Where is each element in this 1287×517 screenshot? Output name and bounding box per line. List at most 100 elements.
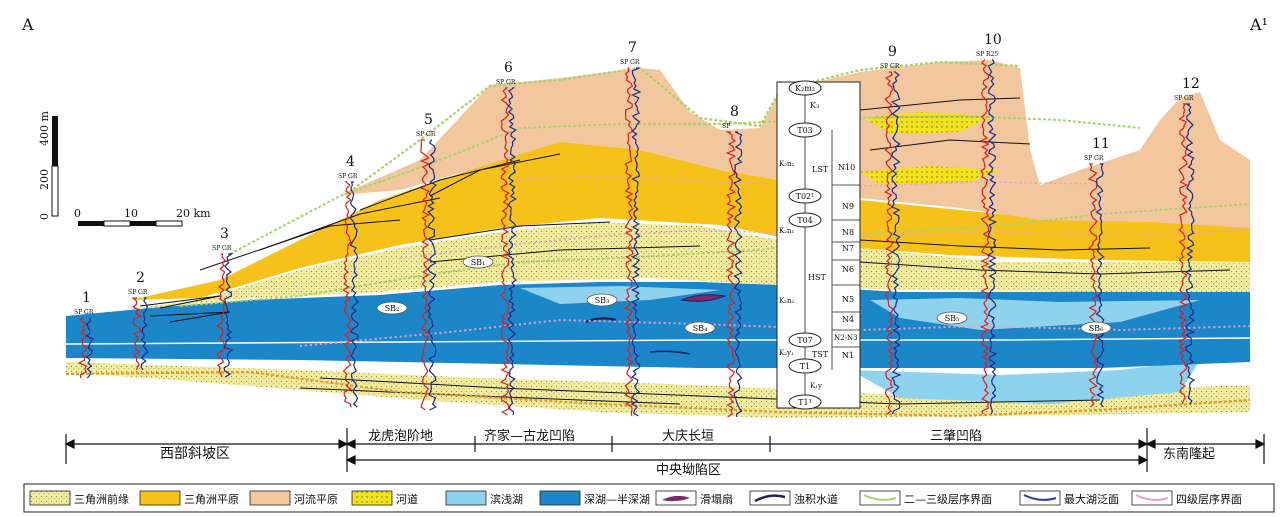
well-log-label: SP GR (338, 173, 358, 180)
legend-swatch (863, 494, 897, 501)
region-longhupao: 龙虎泡阶地 (368, 429, 433, 444)
legend-item: 三角洲前缘 (29, 490, 129, 506)
gr-curve (507, 87, 517, 416)
sp-curve (499, 87, 511, 416)
well-logs: 1 SP GR 2 SP GR 3 SP GR 4 SP GR 5 SP GR 6 SP GR 7 SP … (74, 32, 1200, 418)
legend-label: 浊积水道 (794, 492, 838, 506)
sequence-boundary-marker: T04 (788, 212, 822, 228)
well-6: 6 SP GR (496, 60, 517, 416)
well-log-label: SP GR (496, 79, 516, 86)
well-log-label: SP GR (880, 63, 900, 70)
sp-curve (419, 139, 431, 411)
well-number: 6 (504, 60, 513, 76)
sp-curve (1087, 163, 1098, 408)
svg-text:SB₁: SB₁ (471, 258, 486, 267)
gr-curve (349, 181, 359, 408)
legend-swatch (539, 490, 581, 506)
svg-text:SB₂: SB₂ (385, 304, 400, 313)
region-brackets (64, 428, 1266, 472)
sequence-boundary-marker: K₂m₂ (788, 80, 822, 96)
horizontal-scale-bar: 0 10 20 km (74, 207, 211, 227)
legend-item: 河流平原 (249, 490, 338, 506)
slump-fan-1 (680, 294, 727, 302)
svg-text:SB₄: SB₄ (693, 324, 708, 333)
formation-label: K₃ (810, 101, 819, 110)
sequence-boundary-tag: SB₄ (684, 321, 716, 335)
legend-item: 滨浅湖 (445, 490, 523, 506)
well-log-label: SP GR (74, 309, 94, 316)
svg-text:T1¹: T1¹ (798, 398, 812, 407)
well-5: 5 SP GR (416, 112, 438, 411)
svg-text:T02¹: T02¹ (796, 192, 815, 201)
layer-delta-front-lower (66, 362, 1250, 418)
scale-label: 0 (38, 213, 51, 220)
formation-label: K₂n₁ (779, 227, 795, 235)
well-number: 1 (82, 290, 91, 306)
region-sanzhao: 三肇凹陷 (930, 429, 982, 444)
layer-channel-1 (865, 112, 990, 134)
well-log-label: SP GR (416, 131, 436, 138)
well-10: 10 SP R25 (976, 32, 1002, 415)
sequence-unit-label: N7 (842, 244, 854, 253)
cross-section-layers (65, 60, 1251, 418)
legend-item: 浊积水道 (749, 490, 838, 506)
scale-label: 10 (124, 207, 138, 220)
formation-label: K₂n₂ (779, 297, 795, 305)
formation-label: K₂n₂ (779, 160, 795, 168)
layer-channel-2 (860, 166, 1000, 184)
well-log-label: SP GR (212, 245, 232, 252)
svg-text:SB₆: SB₆ (1089, 324, 1104, 333)
well-log-label: SP GR (620, 59, 640, 66)
gr-curve (733, 131, 743, 418)
systems-tract-label: TST (812, 350, 829, 359)
formation-label: K₁y (810, 382, 822, 390)
legend-label: 滑塌扇 (700, 492, 733, 506)
well-number: 8 (730, 104, 739, 120)
sp-curve (131, 297, 143, 371)
sequence-unit-label: N9 (842, 202, 854, 211)
gr-curve (223, 253, 234, 378)
region-daqing: 大庆长垣 (662, 429, 714, 444)
legend-label: 三角洲前缘 (74, 492, 129, 506)
sequence-boundary-marker: T07 (788, 332, 822, 348)
sequence-unit-label: N8 (842, 228, 854, 237)
gr-curve (630, 67, 642, 417)
legend-swatch (445, 490, 487, 506)
sequence-boundary-tag: SB₅ (936, 311, 968, 325)
scale-label: 20 km (176, 207, 211, 220)
region-southeast-uplift: 东南隆起 (1163, 446, 1215, 462)
region-west-slope: 西部斜坡区 (160, 446, 230, 462)
sequence-boundary-tag: SB₁ (462, 255, 494, 269)
sp-curve (979, 59, 991, 415)
legend-label: 二—三级层序界面 (904, 492, 992, 506)
svg-text:T03: T03 (797, 126, 813, 135)
sequence-boundary-top (344, 60, 1021, 196)
svg-text:T07: T07 (797, 336, 813, 345)
legend-swatch (754, 494, 786, 503)
legend-label: 最大湖泛面 (1064, 492, 1119, 506)
well-log-label: SP GR (128, 289, 148, 296)
sequence-unit-label: N5 (842, 295, 854, 304)
sp-curve (216, 253, 226, 378)
gr-curve (85, 317, 94, 379)
well-4: 4 SP GR (338, 154, 359, 408)
svg-text:SB₅: SB₅ (945, 314, 960, 323)
systems-tract-label: LST (812, 165, 829, 174)
legend-label: 河道 (396, 492, 418, 506)
sequence-unit-label: N10 (838, 163, 855, 172)
systems-tract-label: HST (808, 273, 826, 282)
gr-curve (890, 71, 902, 415)
well-log-label: SP GR (1084, 155, 1104, 162)
sp-curve (77, 317, 88, 379)
svg-text:T04: T04 (797, 216, 813, 225)
legend-item: 三角洲平原 (139, 490, 239, 506)
sequence-boundary-marker: T02¹ (788, 188, 822, 204)
well-number: 12 (1182, 76, 1200, 92)
legend-swatch (1023, 494, 1057, 501)
well-log-label: SP GR (1174, 95, 1194, 102)
svg-text:T1: T1 (800, 362, 810, 371)
scale-label: 200 (38, 169, 51, 190)
legend-swatch (351, 490, 393, 506)
sequence-boundary-marker: T1¹ (788, 394, 822, 410)
